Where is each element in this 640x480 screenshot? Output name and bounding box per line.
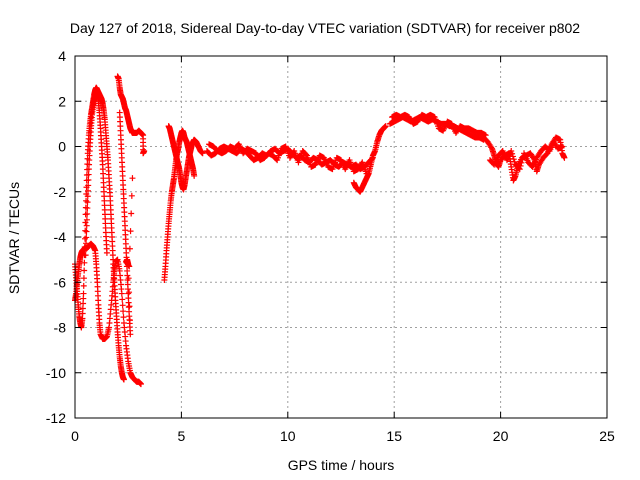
data-point (519, 156, 526, 163)
y-tick-label: 4 (58, 48, 66, 64)
data-point (511, 158, 518, 165)
data-point (103, 249, 110, 256)
data-point (82, 246, 89, 253)
data-point (126, 245, 133, 252)
y-tick-label: -12 (46, 410, 66, 426)
data-point (119, 302, 126, 309)
data-point (83, 228, 90, 235)
data-point (516, 166, 523, 173)
data-point (84, 205, 91, 212)
data-point (85, 176, 92, 183)
data-point (191, 172, 198, 179)
data-point (85, 171, 92, 178)
data-point (508, 148, 515, 155)
data-point (84, 210, 91, 217)
data-point (80, 282, 87, 289)
data-point (82, 227, 89, 234)
data-point (125, 262, 132, 269)
data-point (303, 151, 310, 158)
data-point (84, 199, 91, 206)
y-tick-label: -10 (46, 365, 66, 381)
data-points (72, 73, 568, 388)
data-point (510, 156, 517, 163)
data-point (118, 290, 125, 297)
y-axis-label: SDTVAR / TECUs (6, 182, 22, 294)
data-point (83, 240, 90, 247)
data-point (126, 289, 133, 296)
data-point (120, 308, 127, 315)
data-point (84, 193, 91, 200)
axis-ticks (74, 55, 608, 419)
axis-tick-labels: 0 5 10 15 20 25 -12 -10 -8 -6 -4 -2 0 2 4 (46, 48, 615, 444)
data-point (82, 219, 89, 226)
data-point (561, 154, 568, 161)
data-point (517, 162, 524, 169)
x-tick-label: 25 (599, 428, 615, 444)
data-point (126, 263, 133, 270)
x-tick-label: 20 (493, 428, 509, 444)
data-point (82, 235, 89, 242)
y-tick-label: -6 (54, 274, 67, 290)
data-point (129, 175, 136, 182)
y-tick-label: 2 (58, 93, 66, 109)
data-point (127, 331, 134, 338)
data-point (126, 303, 133, 310)
data-point (120, 314, 127, 321)
x-tick-label: 5 (178, 428, 186, 444)
data-point (559, 143, 566, 150)
x-tick-label: 0 (71, 428, 79, 444)
data-point (382, 123, 389, 130)
data-point (137, 381, 144, 388)
x-tick-label: 15 (386, 428, 402, 444)
y-tick-label: -2 (54, 184, 67, 200)
data-point (509, 150, 516, 157)
x-axis-label: GPS time / hours (288, 457, 395, 473)
chart-title: Day 127 of 2018, Sidereal Day-to-day VTE… (70, 20, 580, 36)
data-point (518, 159, 525, 166)
data-point (84, 187, 91, 194)
x-tick-label: 10 (280, 428, 296, 444)
data-point (83, 216, 90, 223)
data-point (81, 267, 88, 274)
data-point (85, 182, 92, 189)
data-point (509, 153, 516, 160)
data-point (83, 234, 90, 241)
data-point (126, 317, 133, 324)
data-point (80, 290, 87, 297)
data-point (125, 275, 132, 282)
grid-lines (75, 56, 607, 418)
y-tick-label: -4 (54, 229, 67, 245)
data-point (83, 222, 90, 229)
data-point (128, 192, 135, 199)
data-point (120, 376, 127, 383)
data-point (141, 148, 148, 155)
data-point (119, 296, 126, 303)
data-point (128, 210, 135, 217)
data-point (80, 275, 87, 282)
data-point (127, 228, 134, 235)
data-point (82, 252, 89, 259)
y-tick-label: -8 (54, 320, 67, 336)
y-tick-label: 0 (58, 139, 66, 155)
data-point (488, 144, 495, 151)
data-point (199, 150, 206, 157)
